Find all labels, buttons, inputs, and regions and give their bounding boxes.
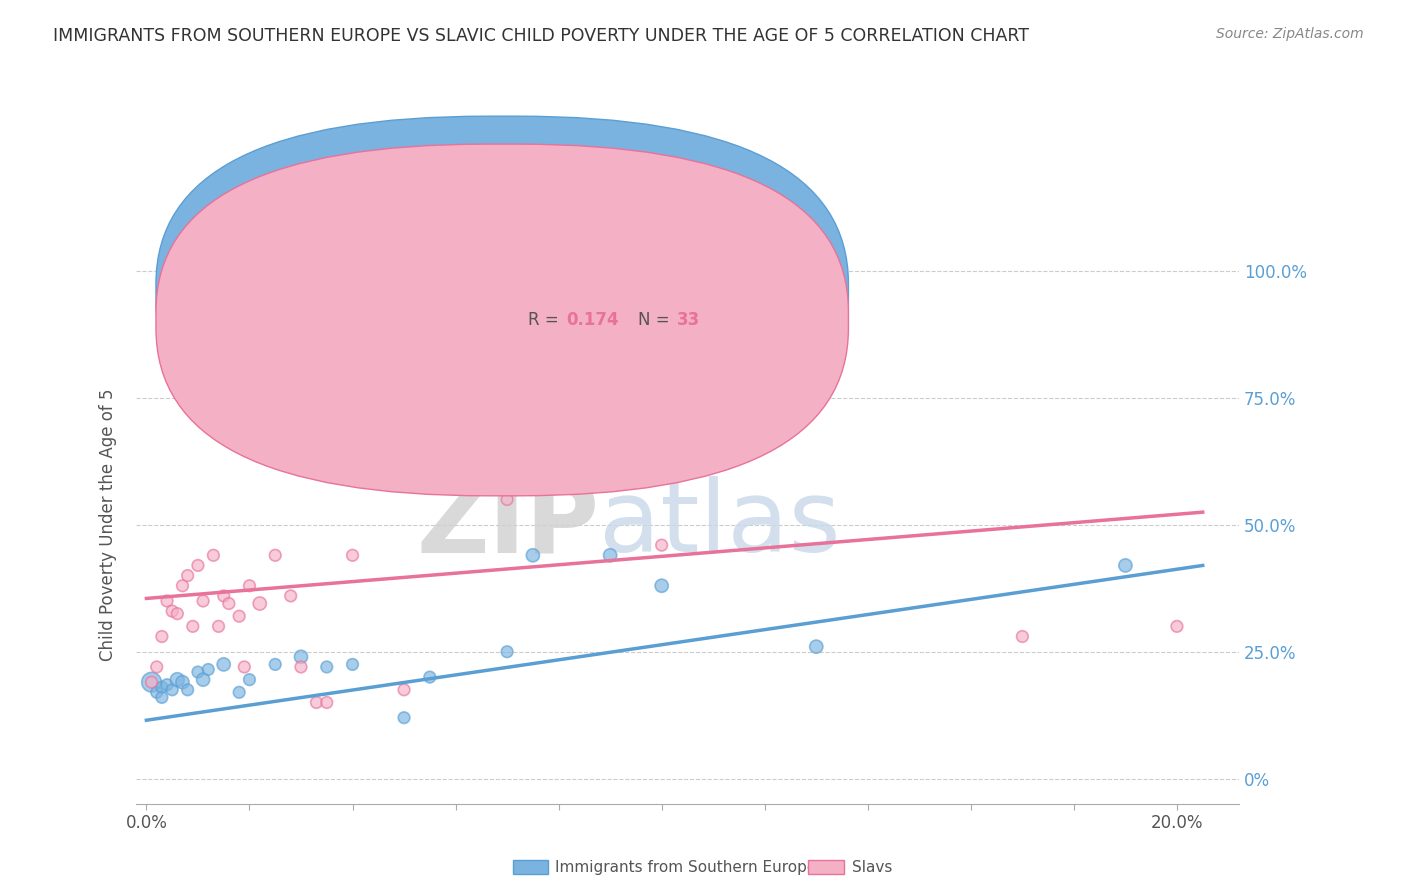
FancyBboxPatch shape (467, 265, 831, 341)
Point (444, 442, 467, 456)
Text: R =: R = (527, 283, 558, 301)
Point (233, 660, 256, 674)
Point (160, 604, 183, 618)
Point (290, 649, 312, 664)
Text: N =: N = (638, 311, 669, 329)
Point (212, 657, 235, 672)
Point (176, 682, 198, 697)
Point (160, 682, 183, 697)
Point (150, 680, 173, 694)
Point (599, 549, 621, 563)
Point (392, 682, 415, 697)
Point (1011, 630, 1033, 644)
Text: atlas: atlas (599, 476, 841, 574)
Point (145, 685, 167, 699)
Point (264, 657, 287, 672)
Text: ZIP: ZIP (416, 476, 599, 574)
Point (172, 579, 194, 593)
Point (166, 607, 188, 621)
Point (651, 579, 673, 593)
Point (181, 619, 204, 633)
Point (207, 619, 229, 633)
Point (305, 696, 328, 710)
Point (290, 660, 312, 674)
FancyBboxPatch shape (156, 145, 848, 496)
Point (496, 645, 519, 659)
Point (419, 670, 441, 684)
Point (187, 558, 209, 573)
Point (156, 594, 179, 608)
Text: Slavs: Slavs (852, 860, 893, 874)
Point (191, 673, 214, 687)
Text: 0.557: 0.557 (567, 283, 619, 301)
Y-axis label: Child Poverty Under the Age of 5: Child Poverty Under the Age of 5 (100, 389, 117, 661)
Point (315, 696, 337, 710)
FancyBboxPatch shape (156, 116, 848, 468)
Point (238, 673, 260, 687)
Point (172, 675, 194, 690)
Text: 0.174: 0.174 (567, 311, 619, 329)
Point (599, 351, 621, 365)
Point (145, 660, 167, 674)
Point (249, 597, 271, 611)
Point (141, 675, 163, 690)
Point (150, 690, 173, 705)
Text: N =: N = (638, 283, 669, 301)
Text: IMMIGRANTS FROM SOUTHERN EUROPE VS SLAVIC CHILD POVERTY UNDER THE AGE OF 5 CORRE: IMMIGRANTS FROM SOUTHERN EUROPE VS SLAVI… (53, 27, 1029, 45)
Point (1166, 619, 1188, 633)
Point (806, 640, 828, 654)
Point (166, 673, 188, 687)
Point (212, 589, 235, 603)
Text: Source: ZipAtlas.com: Source: ZipAtlas.com (1216, 27, 1364, 41)
Point (392, 711, 415, 725)
Point (156, 678, 179, 692)
Point (651, 538, 673, 552)
Point (191, 594, 214, 608)
Point (315, 660, 337, 674)
Text: 27: 27 (676, 283, 700, 301)
Point (1114, 558, 1136, 573)
Text: Immigrants from Southern Europe: Immigrants from Southern Europe (555, 860, 817, 874)
Point (228, 685, 250, 699)
Point (342, 657, 364, 672)
Point (150, 630, 173, 644)
Point (187, 665, 209, 679)
Point (238, 579, 260, 593)
Point (202, 549, 225, 563)
Point (342, 549, 364, 563)
Point (228, 609, 250, 624)
Point (176, 568, 198, 582)
Point (280, 589, 302, 603)
Point (496, 492, 519, 507)
Point (264, 549, 287, 563)
Text: 33: 33 (676, 311, 700, 329)
Point (522, 549, 544, 563)
Point (547, 351, 569, 365)
Point (218, 597, 240, 611)
Point (197, 663, 219, 677)
Text: R =: R = (527, 311, 558, 329)
Point (141, 675, 163, 690)
